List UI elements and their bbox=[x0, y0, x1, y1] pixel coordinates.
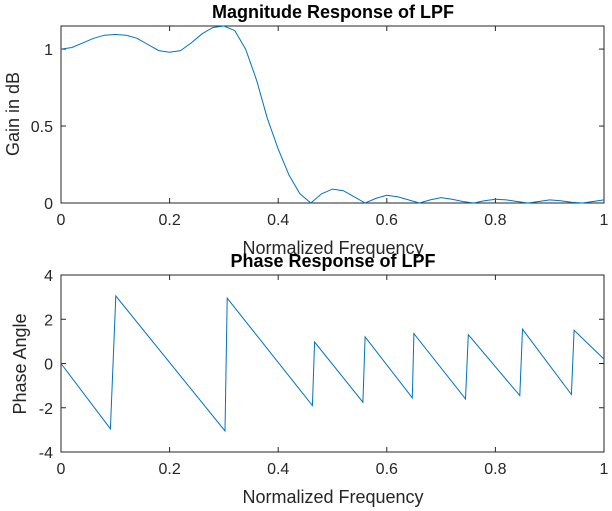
phase-y-axis-label: Phase Angle bbox=[10, 313, 30, 414]
magnitude-ticks: 0 0.2 0.4 0.6 0.8 1 0 0.5 1 bbox=[31, 26, 609, 229]
phase-x-tick-label: 0 bbox=[57, 461, 66, 478]
phase-chart-title: Phase Response of LPF bbox=[230, 251, 435, 271]
magnitude-series-line bbox=[60, 25, 605, 204]
phase-ticks: 0 0.2 0.4 0.6 0.8 1 -4 -2 0 2 4 bbox=[39, 268, 609, 478]
phase-x-tick-label: 0.6 bbox=[376, 461, 398, 478]
phase-x-tick-label: 0.2 bbox=[158, 461, 180, 478]
phase-x-axis-label: Normalized Frequency bbox=[242, 487, 423, 507]
magnitude-y-tick-label: 1 bbox=[44, 42, 53, 59]
phase-x-tick-label: 1 bbox=[600, 461, 609, 478]
magnitude-x-tick-label: 0.2 bbox=[158, 212, 180, 229]
phase-series-line bbox=[60, 294, 605, 433]
phase-plot-box bbox=[60, 274, 605, 453]
phase-y-tick-label: 4 bbox=[44, 268, 53, 285]
phase-y-tick-label: -2 bbox=[39, 401, 53, 418]
phase-y-tick-label: 0 bbox=[44, 357, 53, 374]
phase-x-tick-label: 0.4 bbox=[267, 461, 289, 478]
magnitude-x-axis-label: Normalized Frequency bbox=[242, 238, 423, 258]
magnitude-y-axis-label: Gain in dB bbox=[3, 72, 23, 156]
magnitude-x-tick-label: 0.6 bbox=[376, 212, 398, 229]
phase-y-tick-label: -4 bbox=[39, 445, 53, 462]
phase-chart: Phase Response of LPF 0 0.2 0.4 0.6 0.8 1 -4 -2… bbox=[10, 251, 609, 507]
phase-y-tick-label: 2 bbox=[44, 312, 53, 329]
magnitude-chart: Magnitude Response of LPF 0 0.2 0.4 0.6 0.8 1… bbox=[3, 2, 609, 258]
magnitude-plot-box bbox=[60, 25, 605, 204]
magnitude-x-tick-label: 0 bbox=[57, 212, 66, 229]
magnitude-y-tick-label: 0 bbox=[44, 196, 53, 213]
magnitude-chart-title: Magnitude Response of LPF bbox=[212, 2, 454, 22]
magnitude-x-tick-label: 0.8 bbox=[484, 212, 506, 229]
magnitude-x-tick-label: 1 bbox=[600, 212, 609, 229]
magnitude-y-tick-label: 0.5 bbox=[31, 119, 53, 136]
phase-x-tick-label: 0.8 bbox=[484, 461, 506, 478]
magnitude-x-tick-label: 0.4 bbox=[267, 212, 289, 229]
